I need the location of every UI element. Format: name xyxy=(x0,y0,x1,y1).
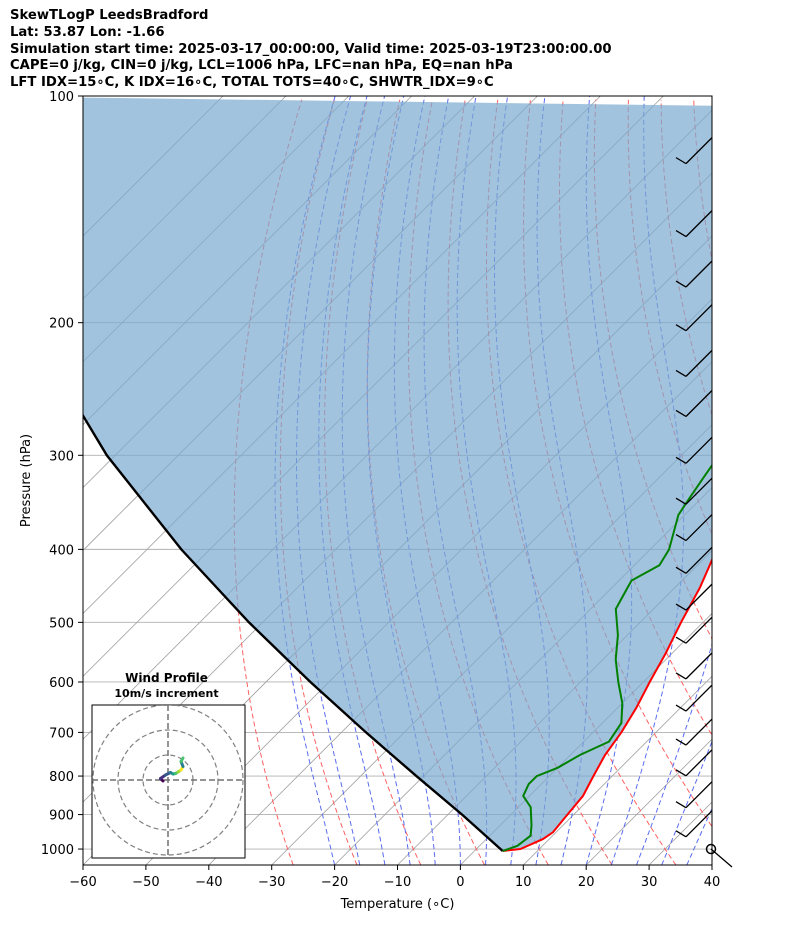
isotherm xyxy=(711,864,712,865)
moist-adiabat xyxy=(636,96,712,865)
x-tick-label: 20 xyxy=(578,875,595,890)
x-tick-label: −40 xyxy=(195,875,222,890)
wind-barb xyxy=(675,583,713,611)
wind-barb xyxy=(675,210,713,238)
wind-barb xyxy=(675,390,713,418)
wind-barb xyxy=(675,616,713,644)
y-tick-label: 600 xyxy=(49,676,74,691)
calm-wind-circle xyxy=(705,843,717,855)
y-tick-label: 100 xyxy=(49,90,74,105)
parcel-path-line xyxy=(83,413,504,852)
dry-adiabat xyxy=(726,100,794,865)
wind-barb xyxy=(675,684,713,712)
location-line: Lat: 53.87 Lon: -1.66 xyxy=(10,24,165,40)
x-tick-label: 40 xyxy=(704,875,721,890)
wind-barb xyxy=(675,137,713,165)
x-tick-label: −60 xyxy=(69,875,96,890)
inset-title: Wind Profile xyxy=(125,671,208,685)
dewpoint-line xyxy=(502,463,712,852)
wind-barb xyxy=(675,749,713,777)
y-tick-label: 300 xyxy=(49,449,74,464)
x-tick-label: −50 xyxy=(132,875,159,890)
chart-header: SkewTLogP LeedsBradford Lat: 53.87 Lon: … xyxy=(10,8,612,92)
x-tick-label: −30 xyxy=(258,875,285,890)
wind-barb xyxy=(675,349,713,377)
wind-barb xyxy=(675,304,713,332)
x-tick-label: 10 xyxy=(515,875,532,890)
indices-line-2: LFT IDX=15∘C, K IDX=16∘C, TOTAL TOTS=40∘… xyxy=(10,75,494,91)
isotherm xyxy=(523,675,712,865)
y-tick-label: 900 xyxy=(49,809,74,824)
time-line: Simulation start time: 2025-03-17_00:00:… xyxy=(10,41,612,57)
y-tick-label: 1000 xyxy=(41,843,74,858)
x-tick-label: 30 xyxy=(641,875,658,890)
wind-barb xyxy=(710,848,733,868)
y-axis-label: Pressure (hPa) xyxy=(19,434,34,527)
y-tick-label: 700 xyxy=(49,726,74,741)
y-tick-label: 200 xyxy=(49,317,74,332)
wind-barb xyxy=(675,514,713,542)
wind-barb xyxy=(675,436,713,464)
y-tick-label: 400 xyxy=(49,543,74,558)
wind-barb xyxy=(675,546,713,574)
x-tick-label: 0 xyxy=(456,875,464,890)
wind-barb xyxy=(675,260,713,288)
wind-barb xyxy=(675,477,713,505)
wind-barb xyxy=(675,781,713,809)
wind-barb xyxy=(675,718,713,746)
hodograph-segment xyxy=(179,756,185,763)
x-tick-label: −20 xyxy=(321,875,348,890)
indices-line-1: CAPE=0 j/kg, CIN=0 j/kg, LCL=1006 hPa, L… xyxy=(10,58,513,74)
y-tick-label: 500 xyxy=(49,616,74,631)
x-axis-label: Temperature (∘C) xyxy=(340,897,455,912)
inset-subtitle: 10m/s increment xyxy=(114,687,218,700)
dry-adiabat xyxy=(233,99,303,865)
wind-barb xyxy=(675,652,713,680)
temperature-line xyxy=(502,557,712,852)
chart-title: SkewTLogP LeedsBradford xyxy=(10,8,209,23)
dry-adiabat xyxy=(759,100,794,865)
wind-barb xyxy=(675,810,713,838)
x-tick-label: −10 xyxy=(384,875,411,890)
cin-cape-shading xyxy=(83,97,712,851)
y-tick-label: 800 xyxy=(49,770,74,785)
moist-adiabat xyxy=(661,740,712,865)
